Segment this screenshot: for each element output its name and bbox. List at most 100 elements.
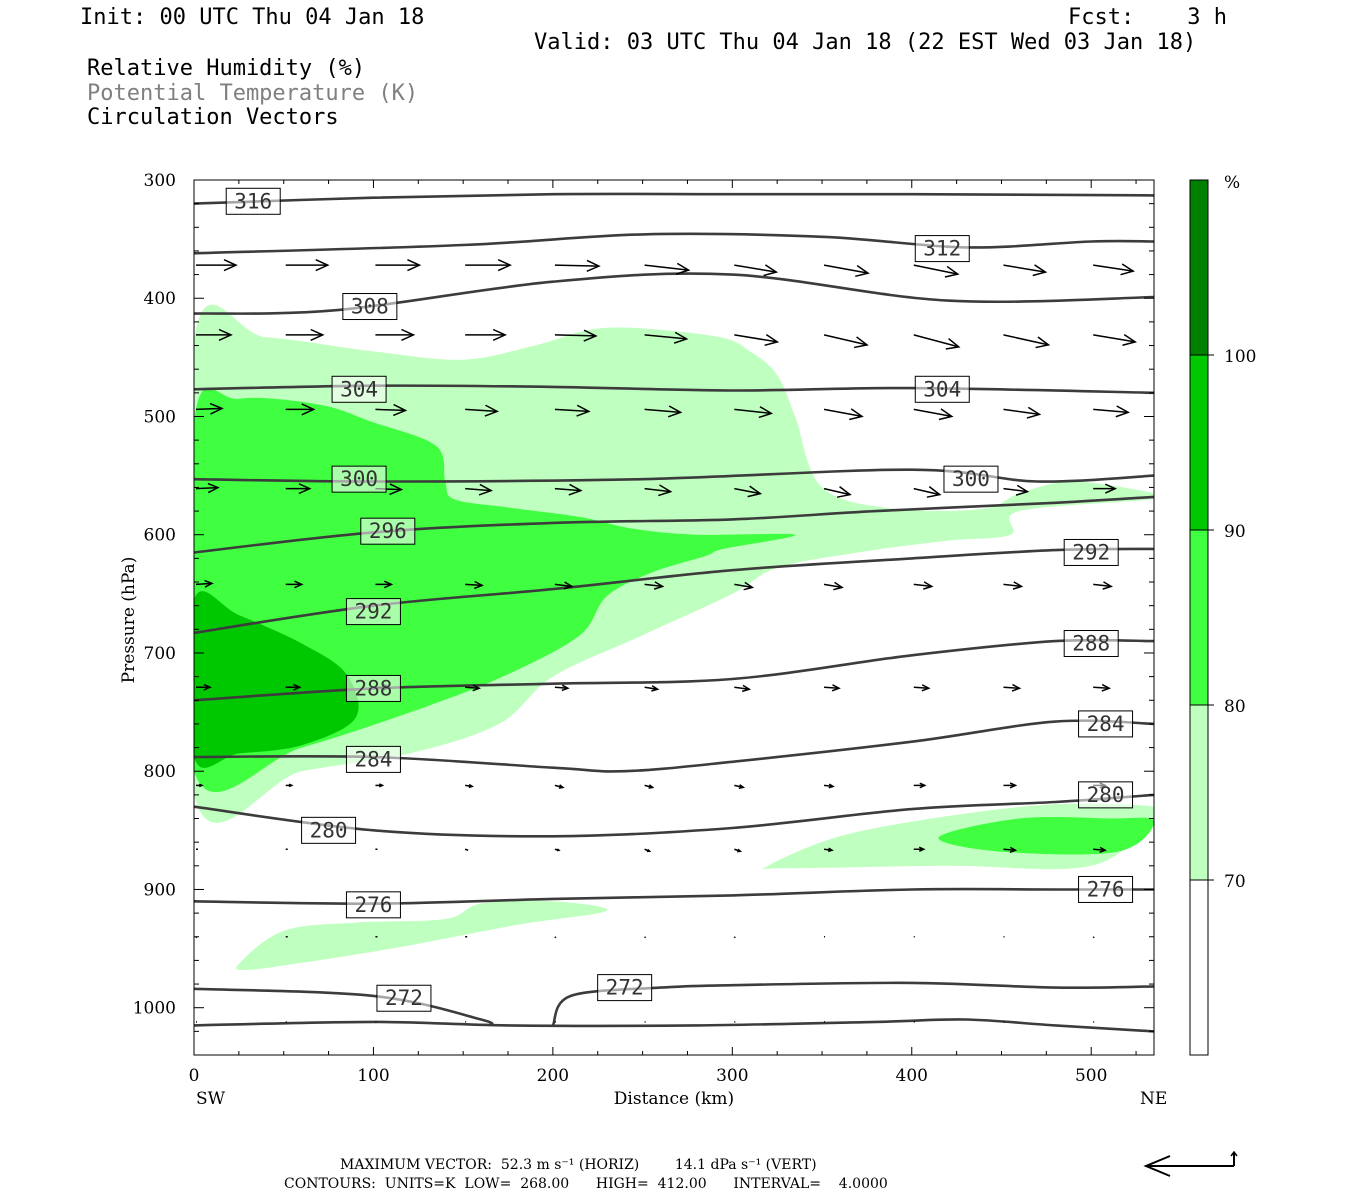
wind-vector-head [301, 403, 316, 416]
wind-vector [644, 484, 673, 497]
wind-vector-head [298, 483, 312, 495]
wind-vector-head [944, 265, 960, 278]
wind-vector-head [743, 581, 755, 591]
isentrope-label-box [345, 598, 401, 626]
isentrope-label-text: 276 [354, 893, 392, 917]
wind-vector-head [315, 259, 330, 272]
wind-vector-head [853, 336, 869, 349]
wind-vector [644, 936, 647, 939]
wind-vector-head [576, 404, 591, 417]
isentrope-label-text: 308 [351, 295, 389, 319]
wind-vector-shaft [465, 487, 492, 492]
y-tick-label: 1000 [133, 999, 176, 1019]
wind-vector-head [653, 581, 665, 590]
wind-vector [913, 264, 960, 278]
wind-vector-shaft [554, 334, 596, 337]
wind-vector [196, 328, 233, 341]
wind-vector [196, 683, 212, 691]
wind-vector [196, 783, 204, 788]
isentrope-label-296: 296 [360, 517, 416, 545]
wind-vector [195, 482, 220, 494]
wind-vector [285, 259, 330, 272]
wind-vector [375, 403, 408, 417]
isentrope-label-284: 284 [1078, 710, 1134, 738]
wind-vector-head [561, 684, 570, 692]
isentrope-label-280: 280 [1078, 781, 1134, 809]
wind-vector-shaft [734, 487, 761, 495]
wind-vector [554, 329, 598, 342]
wind-vector [734, 784, 746, 790]
wind-vector-head [1012, 581, 1024, 590]
wind-vector [465, 684, 481, 692]
wind-vector-shaft [554, 936, 557, 939]
wind-vector-shaft [1093, 264, 1134, 272]
wind-vector-head [586, 259, 601, 272]
wind-vector-shaft [1093, 334, 1136, 343]
wind-vector-shaft [554, 686, 568, 690]
wind-vector [375, 783, 385, 788]
isentrope-label-304: 304 [914, 375, 970, 403]
field-rh-label: Relative Humidity (%) [87, 56, 366, 81]
rh-region-5 [194, 591, 359, 768]
wind-vector [554, 684, 570, 692]
x-tick-label: 100 [357, 1066, 389, 1086]
wind-vector [734, 581, 755, 591]
wind-vector-shaft [734, 408, 772, 415]
wind-vector-head [484, 404, 499, 417]
init-time: Init: 00 UTC Thu 04 Jan 18 [80, 5, 425, 30]
isentrope-label-308: 308 [342, 293, 398, 321]
colorbar-unit: % [1224, 173, 1240, 193]
wind-vector-shaft [554, 408, 589, 413]
isentrope-label-304: 304 [331, 375, 387, 403]
ne-label: NE [1140, 1089, 1167, 1109]
wind-vector-head [407, 259, 422, 272]
isentrope-label-box [301, 816, 357, 844]
wind-vector-shaft [644, 936, 647, 939]
wind-vector-head [1009, 782, 1018, 789]
wind-vector-shaft [1003, 487, 1028, 493]
wind-vector-head [747, 485, 763, 498]
wind-vector-head [378, 783, 385, 788]
wind-vector [554, 581, 574, 590]
wind-vector-shaft [1003, 334, 1049, 346]
isentrope-label-text: 276 [1087, 877, 1125, 901]
wind-vector [644, 581, 665, 590]
wind-vector [465, 580, 484, 590]
wind-vector-head [1102, 581, 1114, 590]
wind-vector-shaft [1093, 848, 1106, 852]
max-vector-note: MAXIMUM VECTOR: 52.3 m s⁻¹ (HORIZ) 14.1 … [340, 1157, 817, 1173]
wind-vector [913, 846, 926, 852]
wind-vector [465, 783, 474, 789]
isentrope-label-box [376, 984, 432, 1012]
isentrope-label-text: 284 [1087, 712, 1125, 736]
rh-region-2 [236, 900, 608, 970]
forecast-hour: Fcst: 3 h [1068, 5, 1227, 30]
wind-vector [464, 848, 469, 851]
valid-time: Valid: 03 UTC Thu 04 Jan 18 (22 EST Wed … [534, 30, 1197, 55]
isentrope-label-text: 300 [340, 467, 378, 491]
wind-vector-head [1101, 683, 1112, 692]
wind-vector-head [648, 784, 655, 789]
isentrope-label-276: 276 [345, 891, 401, 919]
axes: 0 100 200 300 400 500 300 400 500 600 700 800 900 100… [133, 171, 1154, 1086]
wind-vector-head [492, 328, 507, 341]
isentrope-labels: 316 312 308 304 304 300 300 296 292 292 288 288 284 2… [225, 187, 1134, 1012]
isentrope-label-box [1063, 630, 1119, 658]
wind-vector-head [919, 782, 927, 789]
isentrope-label-box [1078, 875, 1134, 903]
wind-vector-shaft [1003, 264, 1046, 273]
wind-vector-shaft [195, 407, 223, 411]
wind-vector [554, 936, 557, 939]
wind-vector-shaft [823, 487, 851, 496]
wind-vector-head [568, 483, 583, 496]
wind-vector-shaft [734, 334, 778, 343]
wind-vector [913, 334, 961, 350]
wind-vector [1003, 683, 1022, 692]
isentrope-label-box [360, 517, 416, 545]
wind-vector-head [389, 483, 404, 496]
isentrope-label-text: 296 [369, 519, 407, 543]
wind-vector-head [204, 579, 214, 588]
isentrope-label-box [345, 745, 401, 773]
wind-vector-shaft [823, 264, 869, 274]
wind-vector-head [293, 683, 302, 691]
